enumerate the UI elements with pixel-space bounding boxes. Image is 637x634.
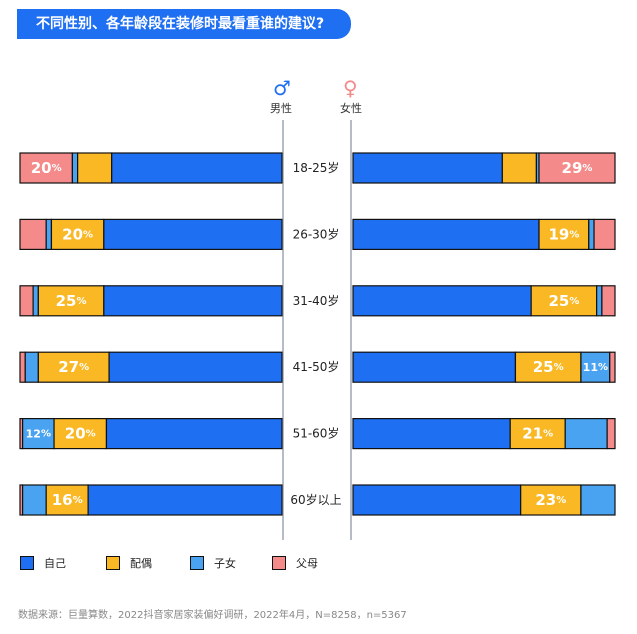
legend-swatch-children bbox=[190, 556, 204, 570]
male-axis-line bbox=[282, 120, 284, 540]
male-bar-children-1 bbox=[71, 152, 79, 184]
legend-label-children: 子女 bbox=[214, 557, 236, 570]
female-label-children-4: 11% bbox=[583, 361, 608, 374]
legend-item-spouse: 配偶 bbox=[106, 555, 152, 571]
male-bar-spouse-4 bbox=[37, 351, 110, 383]
male-bar-parents-4 bbox=[19, 351, 26, 383]
female-bar-parents-3 bbox=[601, 285, 616, 317]
female-label-parents-1: 29% bbox=[562, 159, 593, 177]
female-label-spouse-3: 25% bbox=[548, 292, 579, 310]
female-label-spouse-5: 21% bbox=[522, 425, 553, 443]
female-label-spouse-2: 19% bbox=[548, 225, 579, 243]
male-bar-spouse-1 bbox=[77, 152, 113, 184]
female-bar-children-5 bbox=[564, 418, 608, 450]
female-bar-self-1 bbox=[352, 152, 503, 184]
age-label-4: 41-50岁 bbox=[293, 359, 340, 374]
male-bar-spouse-5 bbox=[53, 418, 108, 450]
female-bar-children-6 bbox=[580, 484, 616, 516]
legend-label-spouse: 配偶 bbox=[130, 557, 152, 570]
male-bar-self-6 bbox=[87, 484, 283, 516]
male-label-children-5: 12% bbox=[26, 427, 51, 440]
female-bar-parents-2 bbox=[593, 218, 616, 250]
legend-swatch-self bbox=[20, 556, 34, 570]
male-bar-children-5 bbox=[22, 418, 55, 450]
female-bar-self-3 bbox=[352, 285, 532, 317]
male-bar-parents-2 bbox=[19, 218, 47, 250]
legend-item-children: 子女 bbox=[190, 555, 236, 571]
male-bar-spouse-2 bbox=[50, 218, 105, 250]
female-label-spouse-6: 23% bbox=[535, 491, 566, 509]
source-footnote: 数据来源：巨量算数，2022抖音家居家装偏好调研，2022年4月，N=8258，… bbox=[18, 610, 407, 621]
age-label-5: 51-60岁 bbox=[293, 426, 340, 441]
male-bar-self-3 bbox=[103, 285, 283, 317]
male-bar-self-1 bbox=[111, 152, 283, 184]
male-bar-spouse-3 bbox=[37, 285, 105, 317]
male-bar-children-4 bbox=[24, 351, 39, 383]
legend-item-parents: 父母 bbox=[272, 555, 318, 571]
female-bar-spouse-2 bbox=[538, 218, 590, 250]
male-bar-spouse-6 bbox=[45, 484, 89, 516]
female-bar-spouse-4 bbox=[514, 351, 582, 383]
female-bar-self-5 bbox=[352, 418, 511, 450]
female-bar-parents-4 bbox=[609, 351, 616, 383]
female-bar-spouse-3 bbox=[530, 285, 598, 317]
female-bar-children-4 bbox=[580, 351, 611, 383]
legend-swatch-parents bbox=[272, 556, 286, 570]
male-label-spouse-5: 20% bbox=[65, 425, 96, 443]
age-label-1: 18-25岁 bbox=[293, 160, 340, 175]
female-bar-spouse-1 bbox=[501, 152, 537, 184]
female-bar-parents-5 bbox=[606, 418, 616, 450]
female-bar-self-2 bbox=[352, 218, 540, 250]
male-bar-self-2 bbox=[103, 218, 283, 250]
female-bar-parents-1 bbox=[538, 152, 616, 184]
male-bar-parents-1 bbox=[19, 152, 74, 184]
female-bar-spouse-6 bbox=[520, 484, 582, 516]
female-bar-spouse-5 bbox=[509, 418, 566, 450]
male-label-parents-1: 20% bbox=[31, 159, 62, 177]
male-symbol-icon: ♂ bbox=[273, 76, 291, 100]
legend-label-self: 自己 bbox=[44, 557, 66, 570]
male-bar-children-2 bbox=[45, 218, 53, 250]
male-bar-children-3 bbox=[32, 285, 39, 317]
legend-item-self: 自己 bbox=[20, 555, 66, 571]
female-axis-line bbox=[350, 120, 352, 540]
female-bar-children-2 bbox=[588, 218, 595, 250]
female-label: 女性 bbox=[340, 102, 362, 115]
female-bar-self-4 bbox=[352, 351, 517, 383]
female-label-spouse-4: 25% bbox=[533, 358, 564, 376]
female-bar-children-3 bbox=[596, 285, 603, 317]
male-bar-parents-3 bbox=[19, 285, 34, 317]
age-label-6: 60岁以上 bbox=[290, 492, 341, 507]
female-symbol-icon: ♀ bbox=[343, 76, 358, 100]
legend-label-parents: 父母 bbox=[296, 557, 318, 570]
male-label: 男性 bbox=[270, 102, 292, 115]
age-label-3: 31-40岁 bbox=[293, 293, 340, 308]
male-bar-children-6 bbox=[22, 484, 47, 516]
chart-title: 不同性别、各年龄段在装修时最看重谁的建议? bbox=[36, 16, 325, 32]
male-bar-self-4 bbox=[108, 351, 283, 383]
male-bar-self-5 bbox=[105, 418, 283, 450]
female-bar-self-6 bbox=[352, 484, 522, 516]
male-label-spouse-4: 27% bbox=[58, 358, 89, 376]
male-label-spouse-6: 16% bbox=[52, 491, 83, 509]
male-label-spouse-2: 20% bbox=[62, 225, 93, 243]
title-banner bbox=[17, 9, 351, 39]
age-label-2: 26-30岁 bbox=[293, 226, 340, 241]
legend-swatch-spouse bbox=[106, 556, 120, 570]
male-label-spouse-3: 25% bbox=[56, 292, 87, 310]
